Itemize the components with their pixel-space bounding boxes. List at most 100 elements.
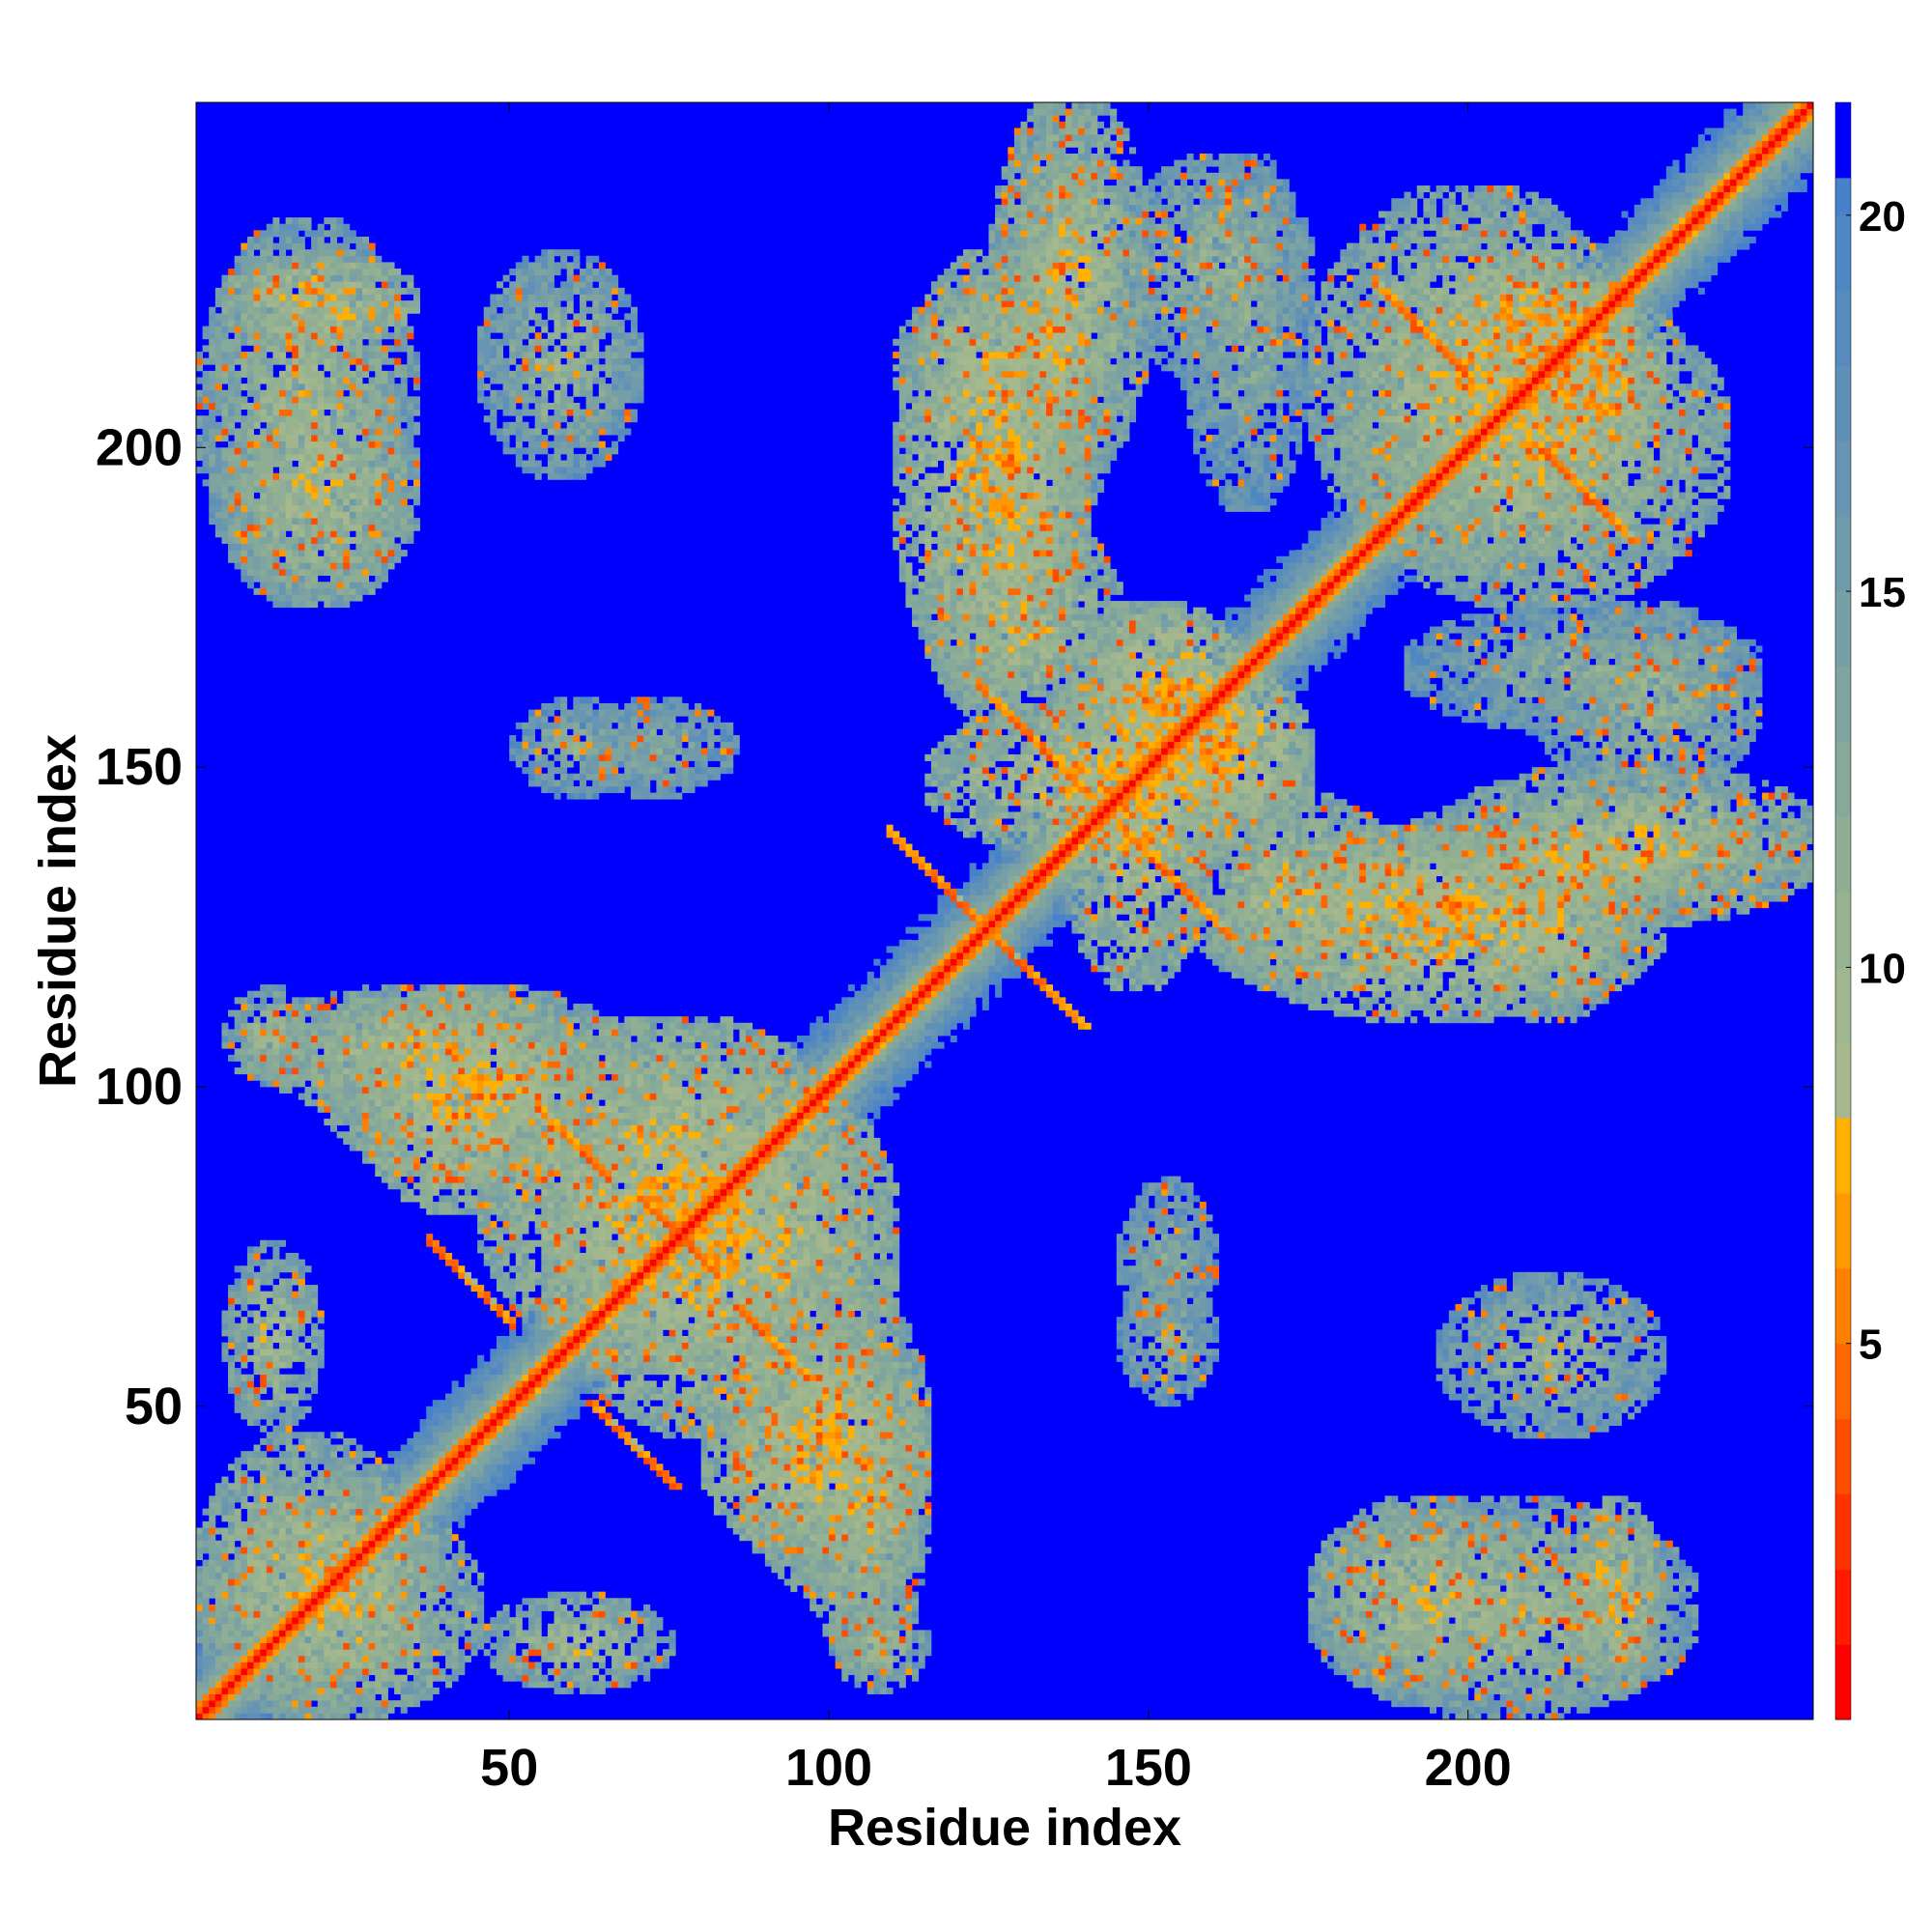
- heatmap-cell: [241, 332, 247, 339]
- heatmap-cell: [209, 1605, 215, 1611]
- heatmap-cell: [241, 1048, 247, 1055]
- heatmap-cell: [304, 441, 311, 448]
- heatmap-cell: [311, 378, 318, 384]
- heatmap-cell: [235, 1662, 242, 1668]
- heatmap-cell: [369, 1617, 376, 1624]
- heatmap-cell: [279, 1578, 286, 1585]
- heatmap-cell: [337, 275, 344, 282]
- heatmap-cell: [311, 1343, 318, 1350]
- heatmap-cell: [388, 1067, 395, 1074]
- heatmap-cell: [324, 364, 330, 371]
- heatmap-cell: [401, 1080, 408, 1087]
- heatmap-cell: [324, 262, 330, 269]
- heatmap-cell: [292, 1055, 298, 1062]
- heatmap-cell: [318, 594, 325, 601]
- heatmap-cell: [304, 1688, 311, 1694]
- heatmap-cell: [318, 1700, 325, 1707]
- heatmap-cell: [272, 256, 279, 263]
- heatmap-cell: [330, 582, 337, 588]
- heatmap-cell: [221, 320, 228, 327]
- heatmap-cell: [260, 447, 267, 454]
- heatmap-cell: [375, 1080, 382, 1087]
- heatmap-cell: [324, 1560, 330, 1567]
- heatmap-cell: [401, 1451, 408, 1458]
- heatmap-cell: [407, 1463, 413, 1470]
- heatmap-cell: [355, 511, 362, 518]
- heatmap-cell: [260, 1566, 267, 1573]
- heatmap-cell: [286, 1598, 293, 1605]
- heatmap-cell: [196, 1605, 203, 1611]
- heatmap-cell: [382, 467, 388, 473]
- heatmap-cell: [196, 1598, 203, 1605]
- heatmap-cell: [247, 1343, 254, 1350]
- heatmap-cell: [382, 1624, 388, 1631]
- heatmap-cell: [318, 1438, 325, 1445]
- heatmap-cell: [272, 576, 279, 582]
- heatmap-cell: [235, 511, 242, 518]
- heatmap-cell: [311, 1451, 318, 1458]
- heatmap-cell: [260, 461, 267, 468]
- heatmap-cell: [298, 327, 305, 333]
- heatmap-cell: [350, 562, 356, 569]
- heatmap-cell: [272, 339, 279, 346]
- heatmap-cell: [343, 544, 350, 551]
- heatmap-cell: [221, 479, 228, 486]
- heatmap-cell: [343, 1611, 350, 1618]
- heatmap-cell: [279, 1419, 286, 1426]
- heatmap-cell: [304, 364, 311, 371]
- heatmap-cell: [401, 410, 408, 416]
- heatmap-cell: [413, 1061, 420, 1067]
- heatmap-cell: [260, 1578, 267, 1585]
- heatmap-cell: [272, 1573, 279, 1579]
- heatmap-cell: [247, 518, 254, 525]
- heatmap-cell: [330, 550, 337, 556]
- heatmap-cell: [298, 1349, 305, 1355]
- heatmap-cell: [369, 1713, 376, 1719]
- heatmap-cell: [286, 364, 293, 371]
- heatmap-cell: [318, 1074, 325, 1081]
- heatmap-cell: [254, 1585, 261, 1592]
- heatmap-cell: [382, 1521, 388, 1528]
- heatmap-cell: [311, 1534, 318, 1541]
- heatmap-cell: [330, 1016, 337, 1023]
- heatmap-cell: [247, 1406, 254, 1413]
- heatmap-cell: [362, 1080, 369, 1087]
- heatmap-cell: [241, 262, 247, 269]
- heatmap-cell: [215, 1598, 222, 1605]
- heatmap-cell: [401, 441, 408, 448]
- heatmap-cell: [375, 1477, 382, 1484]
- heatmap-cell: [292, 1560, 298, 1567]
- heatmap-cell: [286, 582, 293, 588]
- heatmap-cell: [272, 493, 279, 499]
- heatmap-cell: [267, 1074, 273, 1081]
- heatmap-cell: [318, 237, 325, 243]
- heatmap-cell: [260, 313, 267, 320]
- heatmap-cell: [388, 1182, 395, 1189]
- heatmap-cell: [330, 262, 337, 269]
- heatmap-cell: [279, 1048, 286, 1055]
- heatmap-cell: [209, 1707, 215, 1714]
- heatmap-cell: [221, 1317, 228, 1323]
- heatmap-cell: [324, 230, 330, 237]
- heatmap-cell: [382, 1502, 388, 1509]
- heatmap-cell: [209, 441, 215, 448]
- heatmap-cell: [324, 1042, 330, 1049]
- heatmap-cell: [209, 1713, 215, 1719]
- heatmap-cell: [362, 997, 369, 1004]
- heatmap-cell: [228, 1617, 235, 1624]
- heatmap-cell: [298, 1700, 305, 1707]
- heatmap-cell: [267, 1061, 273, 1067]
- heatmap-cell: [267, 544, 273, 551]
- heatmap-cell: [267, 1260, 273, 1266]
- heatmap-cell: [254, 1444, 261, 1451]
- heatmap-cell: [330, 352, 337, 358]
- heatmap-cell: [247, 237, 254, 243]
- heatmap-cell: [350, 1598, 356, 1605]
- heatmap-cell: [375, 1023, 382, 1030]
- heatmap-cell: [267, 1553, 273, 1560]
- heatmap-cell: [209, 511, 215, 518]
- heatmap-cell: [337, 390, 344, 397]
- heatmap-cell: [279, 1681, 286, 1688]
- heatmap-cell: [330, 1067, 337, 1074]
- heatmap-cell: [267, 288, 273, 295]
